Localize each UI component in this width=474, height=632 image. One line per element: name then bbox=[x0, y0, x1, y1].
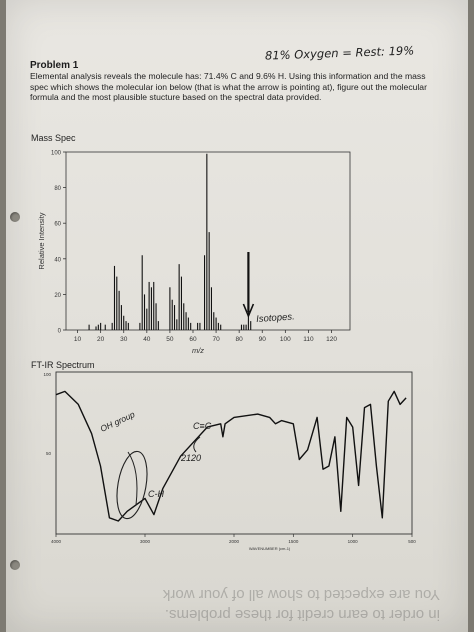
mass-spec-y-tick-label: 0 bbox=[58, 329, 62, 335]
bleed-through-line-2: You are expected to show all of your wor… bbox=[162, 586, 440, 603]
mass-spec-x-tick-label: 90 bbox=[259, 336, 267, 343]
mass-spec-y-tick-label: 100 bbox=[51, 151, 62, 157]
mass-spec-y-tick-label: 60 bbox=[54, 222, 61, 228]
worksheet-page bbox=[6, 0, 468, 632]
problem-title: Problem 1 bbox=[30, 60, 79, 71]
ch-bracket bbox=[127, 451, 138, 506]
oh-circle bbox=[116, 450, 148, 520]
mass-spec-x-tick-label: 20 bbox=[97, 336, 105, 343]
mass-spec-y-tick-label: 20 bbox=[54, 293, 61, 299]
ir-y-top-label: 100 bbox=[43, 372, 51, 377]
punch-hole-icon bbox=[10, 560, 20, 570]
ir-spectrum-trace bbox=[55, 390, 407, 522]
punch-hole-icon bbox=[10, 212, 20, 222]
mass-spec-x-tick-label: 40 bbox=[143, 336, 151, 343]
mass-spec-plot-frame bbox=[65, 151, 351, 331]
ir-x-tick-label: 1000 bbox=[348, 539, 359, 544]
ir-x-tick-label: 3000 bbox=[140, 539, 151, 544]
mass-spec-y-axis-label: Relative Intensity bbox=[37, 212, 46, 269]
mass-spec-x-tick-label: 10 bbox=[74, 336, 82, 343]
ir-x-tick-label: 4000 bbox=[51, 539, 62, 544]
alkyne-annotation: C≡C bbox=[193, 421, 212, 431]
mass-spec-label: Mass Spec bbox=[31, 133, 76, 143]
mass-spec-y-tick-label: 40 bbox=[54, 257, 61, 263]
oh-group-annotation: OH group bbox=[99, 409, 137, 434]
isotopes-annotation: Isotopes. bbox=[256, 311, 295, 325]
annotation-arrow-icon bbox=[193, 436, 201, 453]
ir-x-axis-label: WAVENUMBER (cm-1) bbox=[249, 546, 291, 551]
mass-spec-x-tick-label: 110 bbox=[303, 336, 314, 343]
mass-spec-x-tick-label: 80 bbox=[236, 336, 244, 343]
mass-spec-x-tick-label: 60 bbox=[189, 336, 197, 343]
bleed-through-line-1: in order to earn credit for these proble… bbox=[164, 606, 440, 623]
ir-plot-frame bbox=[55, 371, 413, 535]
mass-spec-x-tick-label: 70 bbox=[212, 336, 220, 343]
ir-label: FT-IR Spectrum bbox=[31, 360, 95, 370]
arrow-head-icon bbox=[242, 303, 255, 319]
wavenumber-annotation: 2120 bbox=[180, 453, 201, 463]
mass-spec-x-tick-label: 50 bbox=[166, 336, 174, 343]
mass-spec-x-tick-label: 120 bbox=[326, 336, 337, 343]
mass-spec-x-axis-label: m/z bbox=[192, 346, 204, 355]
ch-annotation: C-H bbox=[148, 489, 164, 499]
problem-text: Elemental analysis reveals the molecule … bbox=[30, 71, 427, 103]
mass-spec-x-tick-label: 100 bbox=[280, 336, 291, 343]
mass-spec-x-tick-label: 30 bbox=[120, 336, 128, 343]
ir-x-tick-label: 1500 bbox=[288, 539, 299, 544]
ir-y-mid-label: 50 bbox=[46, 451, 52, 456]
mass-spec-y-tick-label: 80 bbox=[54, 186, 61, 192]
ir-x-tick-label: 500 bbox=[408, 539, 416, 544]
ir-x-tick-label: 2000 bbox=[229, 539, 240, 544]
